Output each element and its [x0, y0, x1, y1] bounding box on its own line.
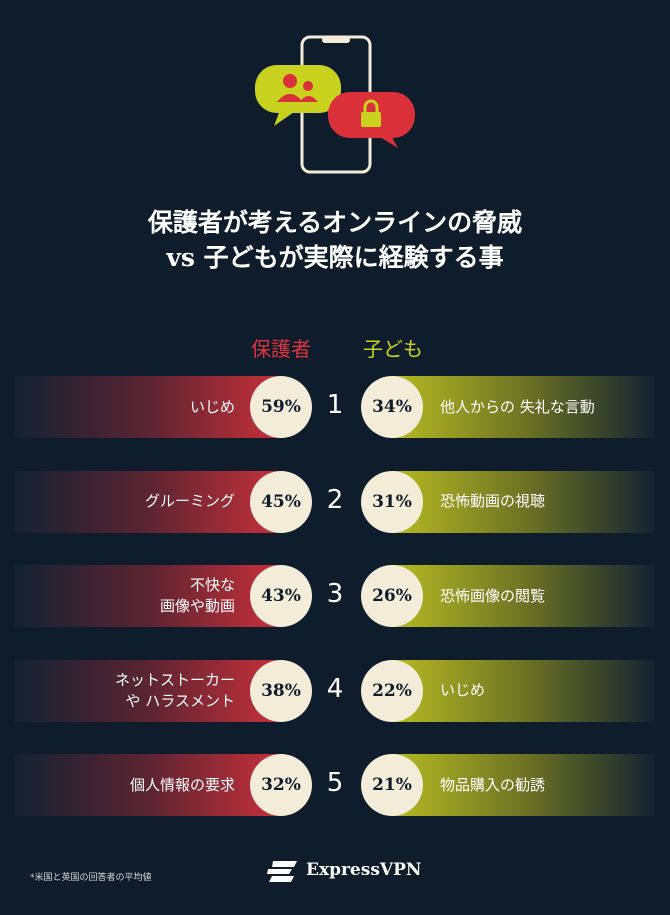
- label-line: いじめ: [189, 397, 235, 416]
- label-line: 個人情報の要求: [129, 775, 235, 794]
- label-line: 恐怖画像の閲覧: [440, 586, 546, 605]
- parent-bar: [15, 659, 277, 722]
- child-percent: 34%: [361, 376, 423, 438]
- parents-header: 保護者: [251, 337, 311, 361]
- parent-percent: 59%: [250, 376, 312, 438]
- label-line: 物品購入の勧誘: [440, 775, 546, 794]
- rank: 2: [326, 484, 344, 515]
- label-line: や ハラスメント: [125, 691, 235, 710]
- label-line: ネットストーカー: [114, 670, 235, 689]
- label-line: 恐怖動画の視聴: [440, 492, 546, 510]
- rank: 5: [326, 768, 344, 798]
- brand-logo: [267, 861, 297, 882]
- parent-label: グルーミング: [30, 471, 235, 533]
- label-line: 不快な: [189, 576, 235, 594]
- label-line: 画像や動画: [159, 597, 235, 615]
- parent-bar: [15, 754, 277, 816]
- parent-label: 不快な画像や動画: [30, 565, 235, 627]
- parent-bar: [15, 565, 277, 627]
- phone-icon: [255, 35, 415, 174]
- label-line: いじめ: [440, 681, 486, 699]
- child-bar: [392, 376, 655, 438]
- child-percent: 31%: [361, 470, 423, 533]
- child-bar: [392, 565, 655, 627]
- rank: 1: [326, 390, 344, 420]
- child-label: 恐怖動画の視聴: [440, 471, 650, 533]
- child-label: 他人からの 失礼な言動: [440, 376, 650, 438]
- rank: 4: [326, 673, 344, 704]
- rank: 3: [326, 579, 344, 609]
- parent-percent: 43%: [250, 565, 312, 627]
- title-line: 保護者が考えるオンラインの脅威: [147, 208, 523, 237]
- children-header: 子ども: [363, 337, 423, 361]
- parent-percent: 38%: [250, 659, 312, 722]
- label-line: グルーミング: [144, 492, 235, 510]
- parent-label: ネットストーカーや ハラスメント: [30, 660, 235, 722]
- parent-percent: 32%: [250, 754, 312, 816]
- footnote: *米国と英国の回答者の平均値: [30, 873, 152, 883]
- parent-bar: [15, 470, 277, 533]
- child-label: 物品購入の勧誘: [440, 754, 650, 816]
- parent-label: 個人情報の要求: [30, 754, 235, 816]
- label-line: 他人からの 失礼な言動: [440, 397, 595, 416]
- child-percent: 21%: [361, 754, 423, 816]
- child-bar: [392, 470, 655, 533]
- brand-name: ExpressVPN: [306, 860, 422, 880]
- parent-label: いじめ: [30, 376, 235, 438]
- child-percent: 22%: [361, 659, 423, 722]
- child-label: いじめ: [440, 660, 650, 722]
- parent-percent: 45%: [250, 470, 312, 533]
- parent-bar: [15, 376, 277, 438]
- child-bar: [392, 754, 655, 816]
- child-percent: 26%: [361, 565, 423, 627]
- child-bar: [392, 659, 655, 722]
- child-label: 恐怖画像の閲覧: [440, 565, 650, 627]
- title-line: vs 子どもが実際に経験する事: [166, 243, 504, 272]
